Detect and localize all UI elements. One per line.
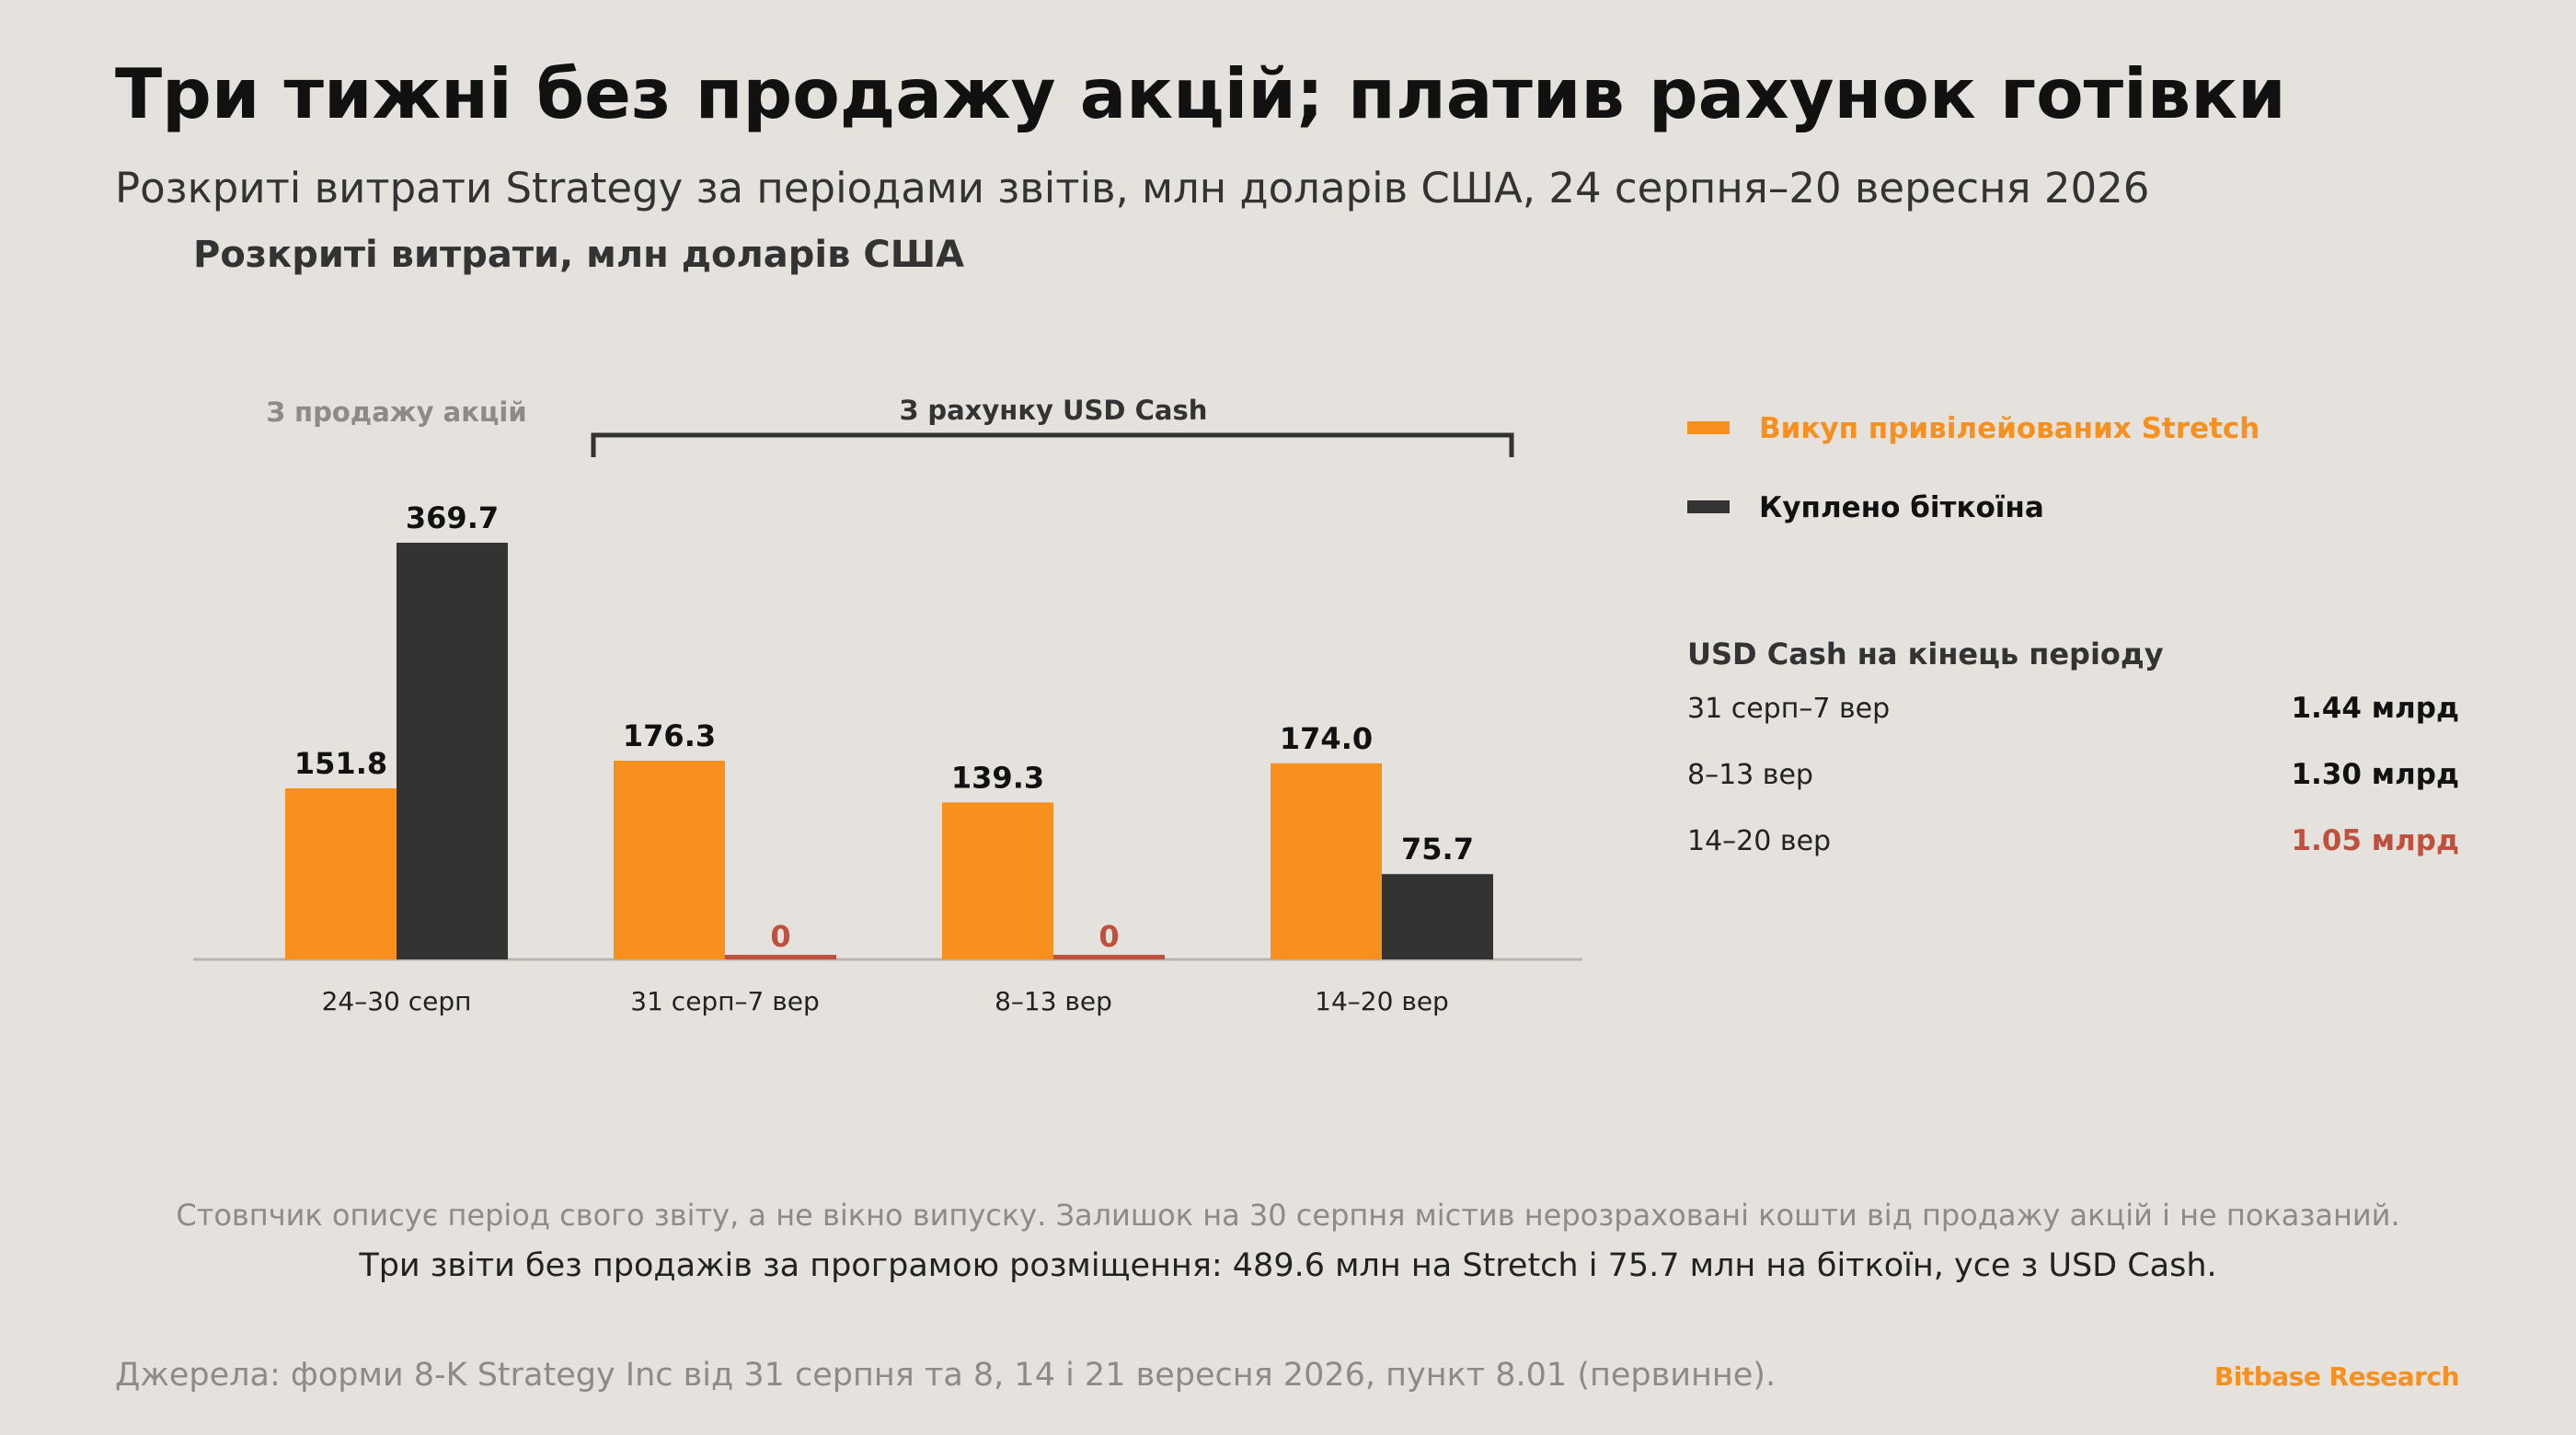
- cash-row-value: 1.44 млрд: [2291, 692, 2459, 725]
- cash-row-period: 31 серп–7 вер: [1687, 693, 1890, 725]
- annotation-bracket: [591, 432, 1514, 457]
- x-tick-label: 8–13 вер: [995, 986, 1112, 1016]
- data-label-bitcoin-1: 0: [770, 919, 790, 954]
- bar-bitcoin-0: [397, 543, 508, 959]
- annotation-stock-sales: З продажу акцій: [266, 396, 526, 428]
- legend-label-bitcoin: Куплено біткоїна: [1759, 491, 2044, 524]
- data-label-stretch-1: 176.3: [623, 718, 716, 753]
- y-axis-title: Розкриті витрати, млн доларів США: [193, 234, 964, 276]
- x-tick-label: 24–30 серп: [322, 986, 472, 1016]
- data-label-bitcoin-3: 75.7: [1401, 832, 1474, 867]
- legend-swatch-stretch: [1687, 421, 1730, 434]
- bar-stretch-1: [614, 760, 725, 959]
- brand-logo: Bitbase Research: [2214, 1361, 2460, 1392]
- x-tick-label: 14–20 вер: [1315, 986, 1449, 1016]
- annotation-usd-cash: З рахунку USD Cash: [900, 395, 1208, 426]
- data-label-stretch-2: 139.3: [951, 760, 1044, 795]
- cash-panel-title: USD Cash на кінець періоду: [1687, 637, 2164, 672]
- data-label-bitcoin-2: 0: [1098, 919, 1119, 954]
- bar-bitcoin-1: [725, 955, 836, 959]
- cash-row-value: 1.05 млрд: [2291, 824, 2459, 857]
- bar-stretch-2: [942, 802, 1053, 959]
- legend-label-stretch: Викуп привілейованих Stretch: [1759, 412, 2260, 445]
- footnote-period: Стовпчик описує період свого звіту, а не…: [176, 1198, 2400, 1233]
- bar-bitcoin-2: [1053, 955, 1165, 959]
- data-label-bitcoin-0: 369.7: [406, 500, 499, 535]
- cash-row-period: 8–13 вер: [1687, 759, 1813, 791]
- bar-bitcoin-3: [1382, 874, 1493, 959]
- footnote-summary: Три звіти без продажів за програмою розм…: [359, 1247, 2217, 1284]
- cash-row-period: 14–20 вер: [1687, 825, 1831, 857]
- bar-stretch-3: [1271, 763, 1382, 959]
- data-label-stretch-0: 151.8: [294, 746, 387, 781]
- bar-stretch-0: [285, 787, 397, 959]
- chart: Розкриті витрати, млн доларів США 151.8 36…: [193, 234, 2459, 1016]
- x-tick-label: 31 серп–7 вер: [630, 986, 819, 1016]
- data-label-stretch-3: 174.0: [1280, 721, 1373, 756]
- page-subtitle: Розкриті витрати Strategy за періодами з…: [115, 164, 2150, 212]
- source-note: Джерела: форми 8-K Strategy Inc від 31 с…: [115, 1357, 1777, 1394]
- page-title: Три тижні без продажу акцій; платив раху…: [115, 53, 2286, 134]
- cash-row-value: 1.30 млрд: [2291, 758, 2459, 791]
- legend-swatch-bitcoin: [1687, 500, 1730, 513]
